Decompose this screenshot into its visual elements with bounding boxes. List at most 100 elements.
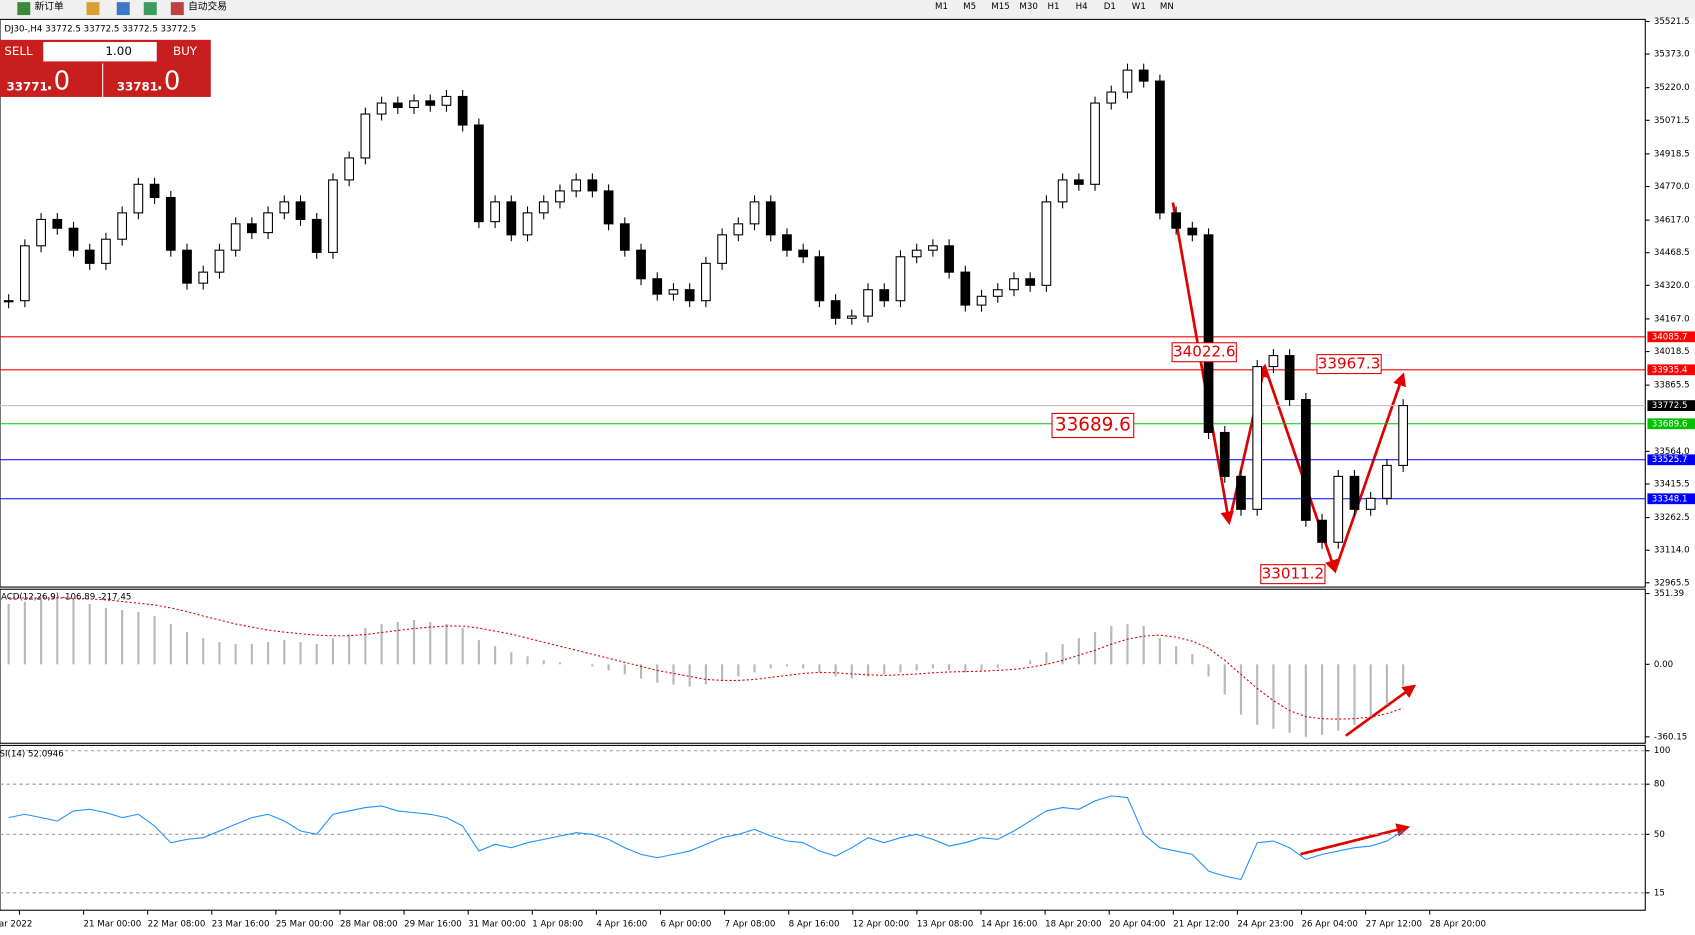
macd-bar — [445, 624, 448, 665]
macd-bar — [591, 664, 594, 667]
timeframe[interactable]: M1 — [935, 2, 948, 12]
x-tick-label: 18 Apr 20:00 — [1045, 920, 1101, 930]
macd-bar — [396, 622, 399, 665]
price-level-tag — [1647, 454, 1695, 466]
macd-bar — [7, 603, 10, 665]
tool-icon[interactable] — [143, 2, 157, 16]
candle — [1317, 519, 1327, 543]
macd-bar — [1239, 664, 1243, 715]
y-tick-label: 50 — [1654, 830, 1665, 840]
macd-bar — [218, 642, 221, 665]
candle — [652, 278, 663, 295]
macd-bar — [461, 628, 464, 665]
rsi-line — [8, 795, 1404, 881]
candle — [1171, 212, 1181, 229]
candle — [101, 238, 111, 264]
macd-bar — [348, 634, 351, 665]
arrow — [1345, 684, 1417, 737]
macd-bar — [721, 664, 724, 681]
annotation: 33689.6 — [1055, 415, 1131, 436]
auto-trading-icon[interactable] — [170, 2, 184, 16]
candle — [474, 124, 484, 223]
x-tick-label: 7 Apr 08:00 — [725, 920, 776, 930]
annotation: 33967.3 — [1318, 355, 1381, 373]
candle — [1106, 91, 1117, 104]
bid-frac[interactable]: .0 — [45, 66, 70, 96]
bid[interactable]: 33771 — [6, 80, 47, 94]
candle — [895, 256, 906, 302]
tool-icon[interactable] — [86, 2, 100, 16]
annotation-box — [1316, 354, 1382, 375]
price-level-tag — [1647, 400, 1695, 411]
lots[interactable]: 1.00 — [105, 44, 131, 58]
new-order[interactable]: 新订单 — [35, 0, 64, 12]
candle — [1009, 278, 1019, 291]
candle — [1187, 227, 1198, 236]
candle — [911, 249, 922, 258]
macd-bar — [510, 652, 513, 665]
timeframe[interactable]: M15 — [991, 2, 1009, 12]
candle — [295, 201, 306, 220]
annotation-box — [1171, 342, 1237, 363]
candle — [1090, 102, 1100, 185]
candle — [830, 300, 841, 319]
candle — [571, 179, 582, 192]
macd-bar — [964, 664, 967, 673]
x-tick-label: 31 Mar 00:00 — [468, 920, 526, 930]
y-tick-label: 80 — [1654, 780, 1665, 790]
sell-button[interactable]: SELL — [4, 44, 33, 58]
candle — [376, 102, 387, 115]
macd-bar — [996, 664, 999, 669]
timeframe[interactable]: D1 — [1104, 2, 1116, 12]
macd-bar — [1402, 664, 1405, 686]
ask-frac[interactable]: .0 — [156, 66, 181, 96]
macd-bar — [672, 664, 675, 685]
timeframe[interactable]: H1 — [1047, 2, 1059, 12]
timeframe[interactable]: W1 — [1132, 2, 1146, 12]
candle — [1268, 355, 1279, 368]
macd-bar — [558, 662, 562, 665]
lots-box[interactable] — [43, 42, 157, 62]
macd-bar — [980, 664, 983, 671]
price-level-tag — [1647, 493, 1695, 505]
symbol-info: DJ30-,H4 33772.5 33772.5 33772.5 33772.5 — [4, 25, 196, 35]
macd-bar — [72, 599, 75, 665]
macd-bar — [899, 664, 902, 673]
timeframe[interactable]: MN — [1160, 2, 1174, 12]
candle — [1349, 475, 1360, 510]
y-tick-label: 34770.0 — [1654, 182, 1690, 192]
macd-bar — [850, 664, 853, 679]
candle — [992, 289, 1003, 297]
candle — [619, 223, 630, 251]
x-tick-label: 21 Apr 12:00 — [1173, 920, 1229, 930]
ask[interactable]: 33781 — [117, 80, 158, 94]
macd-bar — [639, 664, 643, 679]
timeframe[interactable]: M5 — [963, 2, 976, 12]
y-tick-label: 100 — [1654, 746, 1670, 756]
x-tick-label: 4 Apr 16:00 — [596, 920, 647, 930]
annotation: 33011.2 — [1262, 565, 1325, 583]
y-tick-label: 34468.5 — [1654, 248, 1690, 258]
timeframe[interactable]: M30 — [1019, 2, 1037, 12]
y-tick-label: 351.39 — [1654, 589, 1684, 599]
candle — [798, 249, 809, 258]
candle — [749, 201, 760, 225]
macd-bar — [834, 664, 837, 677]
buy-button[interactable]: BUY — [173, 44, 198, 58]
macd-bar — [688, 664, 691, 687]
macd-bar — [656, 664, 659, 683]
candle — [506, 201, 517, 236]
price-level-tag — [1647, 331, 1695, 343]
y-tick-label: 33114.0 — [1654, 546, 1690, 556]
macd-bar — [380, 624, 383, 665]
timeframe[interactable]: H4 — [1076, 2, 1088, 12]
candle — [879, 289, 890, 302]
macd-bar — [607, 664, 610, 671]
new-order-icon[interactable] — [17, 2, 31, 16]
candle — [392, 102, 403, 108]
x-tick-label: 1 Apr 08:00 — [532, 920, 583, 930]
tool-icon[interactable] — [116, 2, 130, 16]
auto-trading[interactable]: 自动交易 — [188, 0, 227, 12]
macd-bar — [234, 644, 237, 665]
candle — [1382, 464, 1392, 499]
